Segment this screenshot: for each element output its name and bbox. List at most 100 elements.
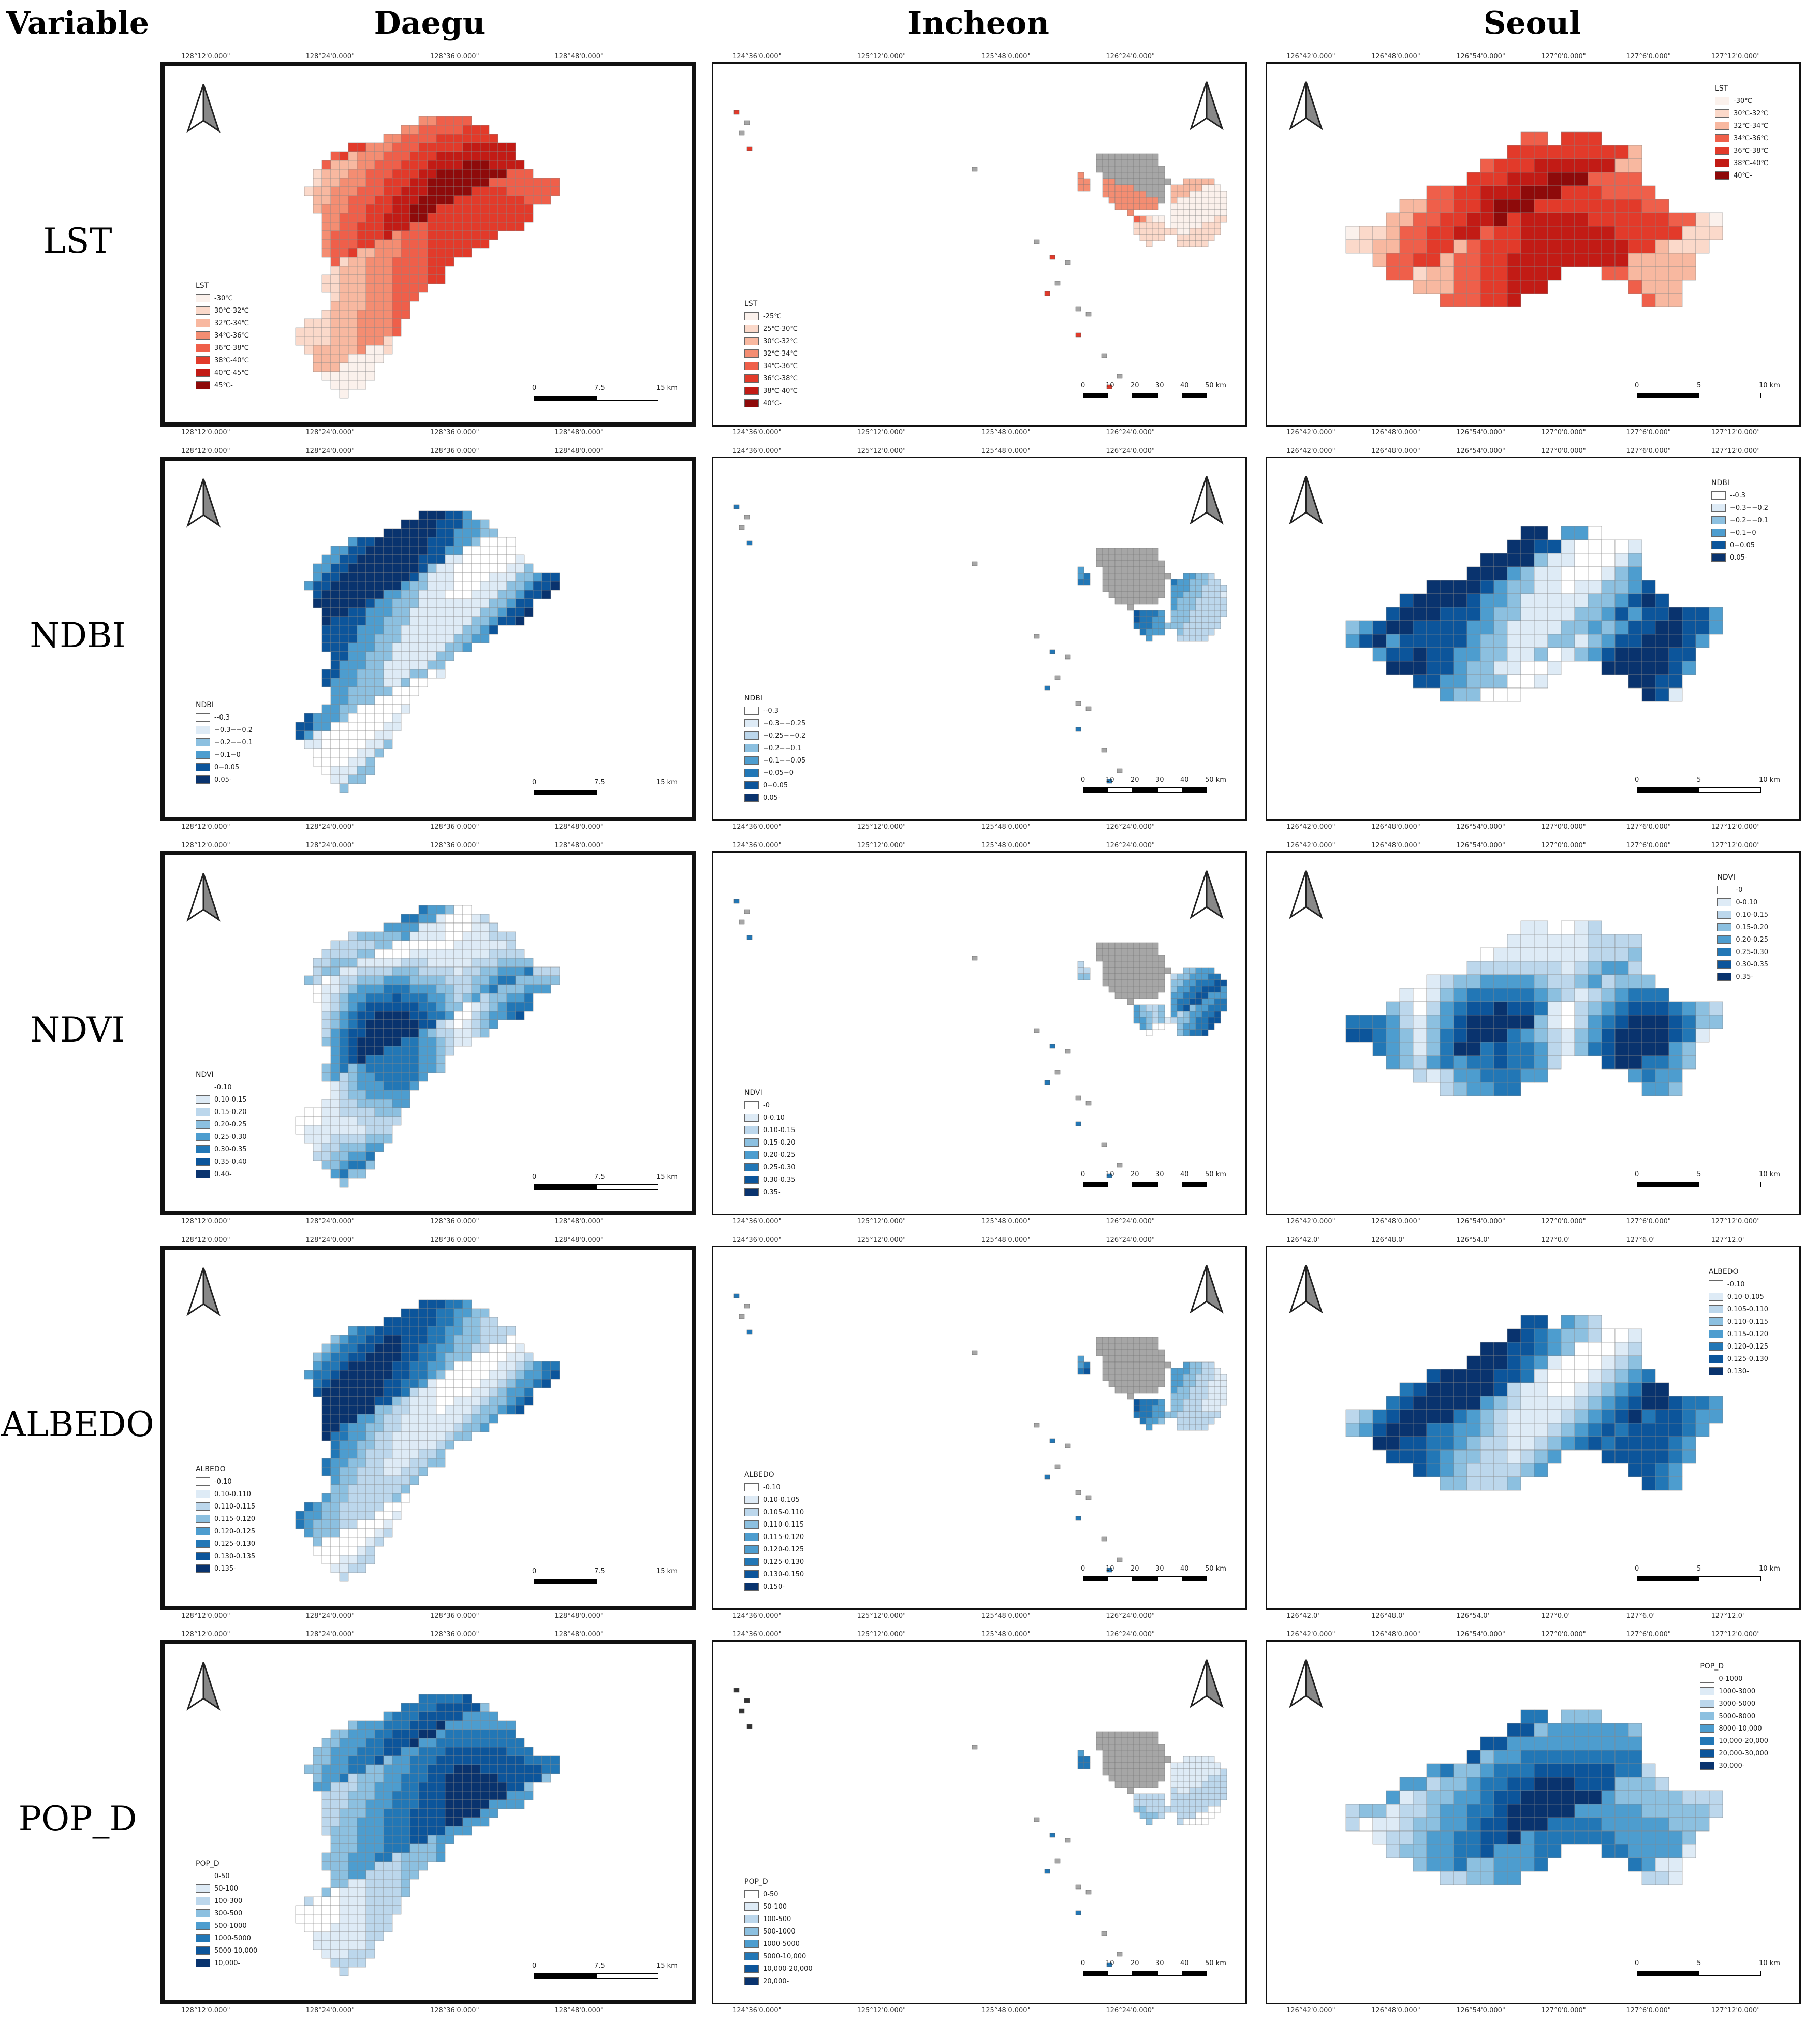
legend-swatch [744,1126,759,1134]
grid-cell [1440,974,1454,989]
grid-cell [1133,1368,1140,1375]
grid-cell [541,572,551,582]
grid-cell [392,1449,402,1459]
grid-cell [1108,979,1116,987]
grid-cell [365,1764,375,1774]
legend-item: 32℃-34℃ [196,317,249,329]
grid-cell [418,151,428,161]
coordinate-label: 126°54'0.000" [1456,53,1505,61]
grid-cell [1534,674,1548,689]
grid-cell [1574,988,1589,1002]
grid-cell [1466,974,1481,989]
grid-cell [1480,266,1494,281]
grid-cell [1208,992,1215,999]
grid-cell [1372,239,1387,254]
grid-cell [1453,974,1467,989]
scale-tick-label: 0 [1635,382,1639,389]
coordinate-label: 125°48'0.000" [981,447,1031,455]
grid-cell [348,239,358,249]
grid-cell [1195,197,1202,204]
grid-cell [1102,1337,1109,1344]
grid-cell [409,1028,419,1038]
grid-cell [1121,1349,1128,1356]
legend-item: 0.110-0.115 [1708,1315,1768,1328]
grid-cell [1372,253,1387,267]
grid-cell [1614,961,1629,975]
grid-cell [1220,585,1227,592]
grid-cell [1453,634,1467,648]
grid-cell [339,186,349,196]
grid-cell [436,1711,446,1721]
grid-cell [427,993,437,1003]
grid-cell [348,1826,358,1836]
grid-cell [1127,203,1134,210]
grid-cell [445,519,454,529]
grid-cell [436,1317,446,1327]
grid-cell [427,966,437,976]
grid-cell [409,993,419,1003]
grid-cell [357,713,366,723]
grid-cell [383,1019,393,1029]
grid-cell [1668,674,1683,689]
grid-cell [453,1773,463,1783]
grid-cell [489,546,498,555]
grid-cell [1201,604,1209,611]
grid-cell [1426,988,1441,1002]
grid-cell [1480,634,1494,648]
grid-cell [1177,998,1184,1005]
legend-item: 0.105-0.110 [1708,1303,1768,1315]
grid-cell [418,528,428,538]
grid-cell [409,1081,419,1091]
grid-cell [1177,1017,1184,1024]
grid-cell [436,546,446,555]
grid-cell [313,1134,322,1144]
grid-cell [374,1528,384,1538]
grid-cell [506,1720,516,1730]
grid-cell [1146,1744,1153,1751]
grid-cell [374,1484,384,1494]
grid-cell [383,984,393,994]
grid-cell [1195,1386,1202,1394]
grid-cell [1146,979,1153,987]
grid-cell [1195,1368,1202,1375]
legend-label: -30℃ [1734,97,1752,105]
grid-cell [1208,1768,1215,1776]
grid-cell [1133,215,1140,223]
grid-cell [1466,1409,1481,1424]
grid-cell [339,1861,349,1871]
grid-cell [471,958,481,968]
grid-cell [1183,1411,1190,1418]
grid-cell [1139,1361,1147,1369]
grid-cell [348,966,358,976]
legend-item: 0.10-0.15 [744,1124,796,1136]
grid-cell [1440,280,1454,294]
grid-cell [383,1431,393,1441]
grid-cell [524,169,534,179]
grid-cell [392,1467,402,1476]
grid-cell [295,1914,305,1924]
grid-cell [1466,1463,1481,1477]
grid-cell [1127,172,1134,179]
grid-cell [1102,1374,1109,1381]
grid-cell [436,1352,446,1362]
grid-cell [330,713,340,723]
grid-cell [392,528,402,538]
grid-cell [1102,191,1109,198]
grid-cell [365,1002,375,1012]
grid-cell [365,590,375,599]
grid-cell [436,1010,446,1020]
grid-cell [1399,634,1414,648]
grid-cell [1146,1361,1153,1369]
grid-cell [1426,1423,1441,1437]
grid-cell [541,1370,551,1380]
map-legend: NDVI -0 0-0.10 0.10-0.15 0.15-0.20 0.20-0.25 0… [744,1089,796,1198]
grid-cell [1139,172,1147,179]
grid-cell [1534,1423,1548,1437]
scale-segment [534,396,596,401]
grid-cell [1547,1382,1562,1397]
grid-cell [1426,280,1441,294]
grid-cell [1152,591,1159,598]
legend-label: 0.35- [1736,973,1754,981]
grid-cell [383,1923,393,1932]
grid-cell [1399,253,1414,267]
